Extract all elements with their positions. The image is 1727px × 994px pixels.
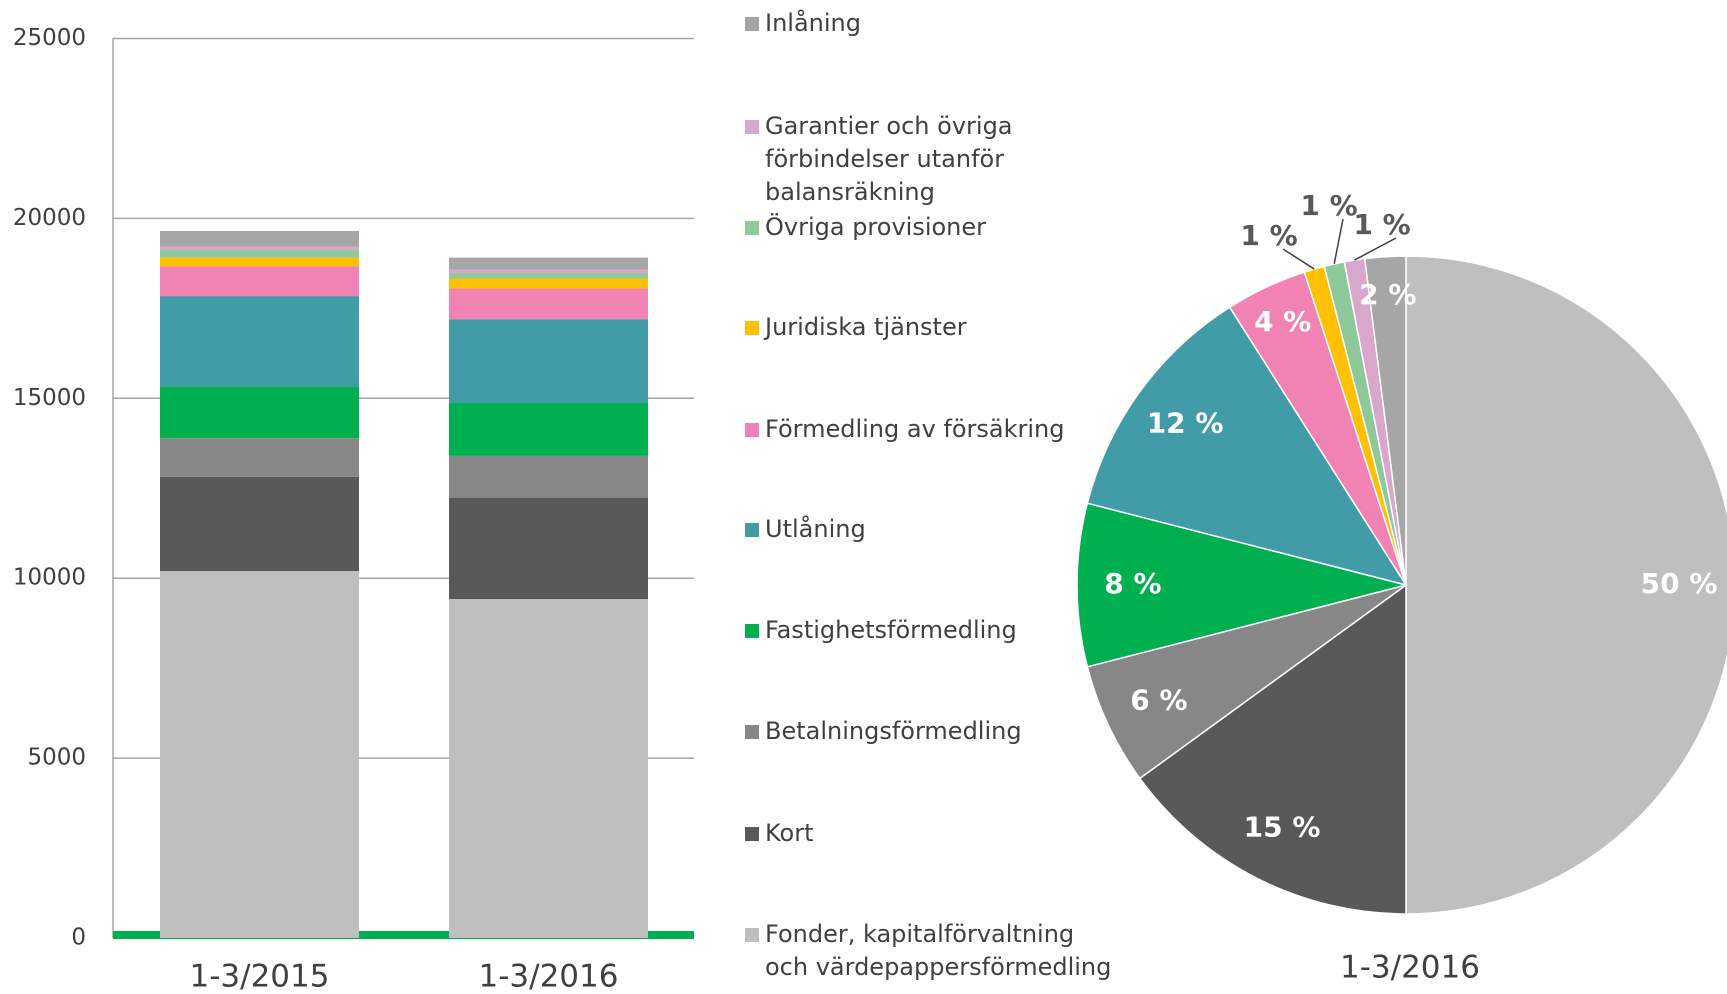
legend-swatch	[745, 221, 759, 235]
bar-segment	[160, 476, 359, 572]
bar-segment	[449, 269, 648, 274]
legend-swatch	[745, 17, 759, 31]
legend-label: Fastighetsförmedling	[765, 616, 1017, 644]
bar-segment	[160, 257, 359, 267]
pie-label: 50 %	[1641, 567, 1718, 600]
bar-segment	[449, 273, 648, 279]
bar-segment	[449, 278, 648, 289]
pie-label: 15 %	[1244, 810, 1321, 843]
bar-segment	[449, 402, 648, 456]
bar-segment	[449, 288, 648, 320]
bar-segment	[160, 438, 359, 477]
pie-caption: 1-3/2016	[1340, 950, 1480, 986]
bar-segment	[160, 246, 359, 251]
pie-slice	[1086, 306, 1408, 587]
bar-segment	[449, 257, 648, 270]
pie-label: 1 %	[1300, 189, 1357, 222]
legend-label: Utlåning	[765, 514, 866, 543]
legend-label: Kort	[765, 819, 814, 847]
pie-slice	[1405, 255, 1727, 915]
pie-label: 6 %	[1130, 683, 1187, 716]
legend-swatch	[745, 321, 759, 335]
legend-label: Betalningsförmedling	[765, 717, 1022, 745]
bar-segment	[449, 455, 648, 498]
pie-slice	[1138, 583, 1407, 915]
bar-segment	[160, 230, 359, 247]
bar-segment	[160, 296, 359, 387]
y-tick-label: 0	[71, 925, 86, 951]
bar-segment	[160, 250, 359, 258]
y-tick-label: 5000	[27, 745, 86, 771]
pie-label: 2 %	[1359, 278, 1416, 311]
bar-segment	[160, 386, 359, 439]
pie-slice	[1363, 255, 1407, 586]
bar-segment	[160, 266, 359, 297]
leader-line	[1282, 248, 1315, 270]
legend-swatch	[745, 523, 759, 537]
y-tick-label: 10000	[13, 565, 86, 591]
pie-slice	[1076, 502, 1407, 668]
pie-label: 1 %	[1353, 208, 1410, 241]
pie-label: 12 %	[1147, 406, 1224, 439]
legend-swatch	[745, 120, 759, 134]
pie-slice	[1086, 584, 1407, 780]
pie-label: 4 %	[1254, 305, 1311, 338]
legend-swatch	[745, 725, 759, 739]
y-tick-label: 25000	[13, 25, 86, 51]
legend-label: Juridiska tjänster	[763, 313, 967, 341]
bar-segment	[160, 571, 359, 938]
legend-label: Förmedling av försäkring	[765, 415, 1065, 443]
bar-segment	[449, 497, 648, 600]
leader-line	[1354, 237, 1397, 261]
legend-swatch	[745, 624, 759, 638]
bar-segment	[449, 599, 648, 938]
legend-swatch	[745, 827, 759, 841]
y-tick-label: 20000	[13, 205, 86, 231]
leader-line	[1333, 218, 1344, 265]
legend-label: Fonder, kapitalförvaltning och värdepappe…	[765, 920, 1111, 981]
legend-swatch	[745, 423, 759, 437]
y-tick-label: 15000	[13, 385, 86, 411]
legend-label: Övriga provisioner	[765, 212, 986, 241]
legend-label: Garantier och övriga förbindelser utanför…	[765, 112, 1013, 206]
bar-segment	[449, 319, 648, 403]
pie-label: 8 %	[1104, 567, 1161, 600]
x-tick-label: 1-3/2015	[190, 959, 330, 994]
x-tick-label: 1-3/2016	[479, 959, 619, 994]
legend-label: Inlåning	[765, 8, 861, 37]
legend-swatch	[745, 928, 759, 942]
pie-label: 1 %	[1240, 219, 1297, 252]
